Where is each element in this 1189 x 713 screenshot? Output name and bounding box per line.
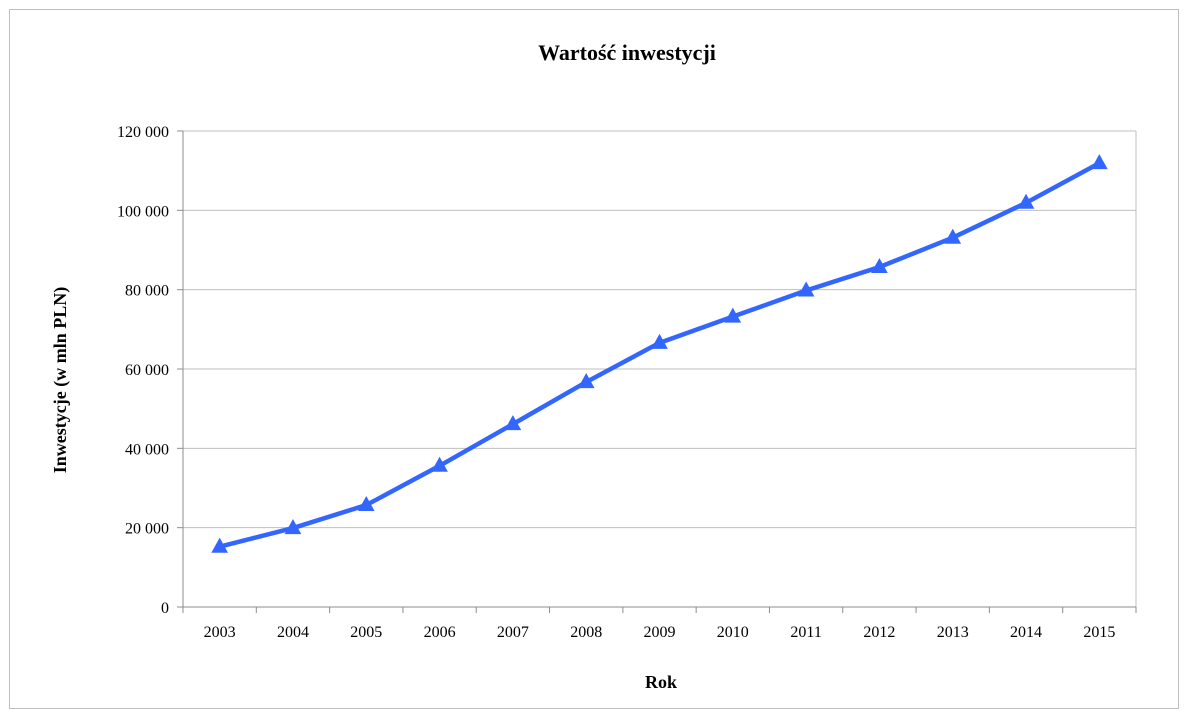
data-point-marker bbox=[577, 373, 595, 389]
y-tick-label: 120 000 bbox=[117, 124, 169, 141]
gridlines bbox=[183, 130, 1137, 607]
data-point-marker bbox=[357, 496, 375, 512]
x-tick-label: 2009 bbox=[644, 624, 676, 641]
line-chart: Wartość inwestycji 0 20 000 40 000 60 000 80… bbox=[50, 40, 1137, 692]
x-tick-label: 2014 bbox=[1010, 624, 1042, 641]
series-line bbox=[217, 160, 1102, 549]
chart-frame: Wartość inwestycji 0 20 000 40 000 60 000 80… bbox=[9, 9, 1179, 709]
series-layer bbox=[211, 154, 1108, 553]
y-tick-label: 20 000 bbox=[125, 521, 169, 538]
x-tick-label: 2005 bbox=[350, 624, 382, 641]
data-point-marker bbox=[431, 456, 448, 472]
data-point-marker bbox=[724, 307, 742, 323]
y-tick-label: 100 000 bbox=[117, 203, 169, 220]
y-tick-label: 40 000 bbox=[125, 441, 169, 458]
y-tick-label: 60 000 bbox=[125, 362, 169, 379]
x-tick-label: 2006 bbox=[424, 624, 456, 641]
y-tick-label: 80 000 bbox=[125, 283, 169, 300]
data-point-marker bbox=[284, 519, 302, 535]
x-tick-labels: 2003 2004 2005 2006 2007 2008 2009 2010 2011 2012… bbox=[204, 624, 1116, 641]
data-point-marker bbox=[797, 281, 815, 297]
data-point-marker bbox=[651, 333, 668, 349]
x-tick-label: 2011 bbox=[790, 624, 821, 641]
axes bbox=[177, 130, 1137, 613]
y-axis-title: Inwestycje (w mln PLN) bbox=[50, 287, 71, 473]
x-tick-label: 2007 bbox=[497, 624, 529, 641]
y-tick-label: 0 bbox=[161, 600, 169, 617]
x-tick-label: 2003 bbox=[204, 624, 236, 641]
y-tick-labels: 0 20 000 40 000 60 000 80 000 100 000 120 000 bbox=[117, 124, 169, 617]
chart-title: Wartość inwestycji bbox=[538, 40, 716, 65]
data-point-marker bbox=[504, 415, 522, 431]
data-point-marker bbox=[871, 258, 888, 274]
x-axis-title: Rok bbox=[645, 672, 677, 692]
data-point-marker bbox=[1090, 154, 1108, 170]
data-point-marker bbox=[211, 537, 229, 553]
x-tick-label: 2015 bbox=[1083, 624, 1115, 641]
data-point-marker bbox=[944, 228, 962, 244]
x-tick-label: 2004 bbox=[277, 624, 309, 641]
x-tick-label: 2010 bbox=[717, 624, 749, 641]
x-tick-label: 2013 bbox=[937, 624, 969, 641]
x-tick-label: 2012 bbox=[863, 624, 895, 641]
data-point-marker bbox=[1017, 193, 1035, 209]
x-tick-label: 2008 bbox=[570, 624, 602, 641]
